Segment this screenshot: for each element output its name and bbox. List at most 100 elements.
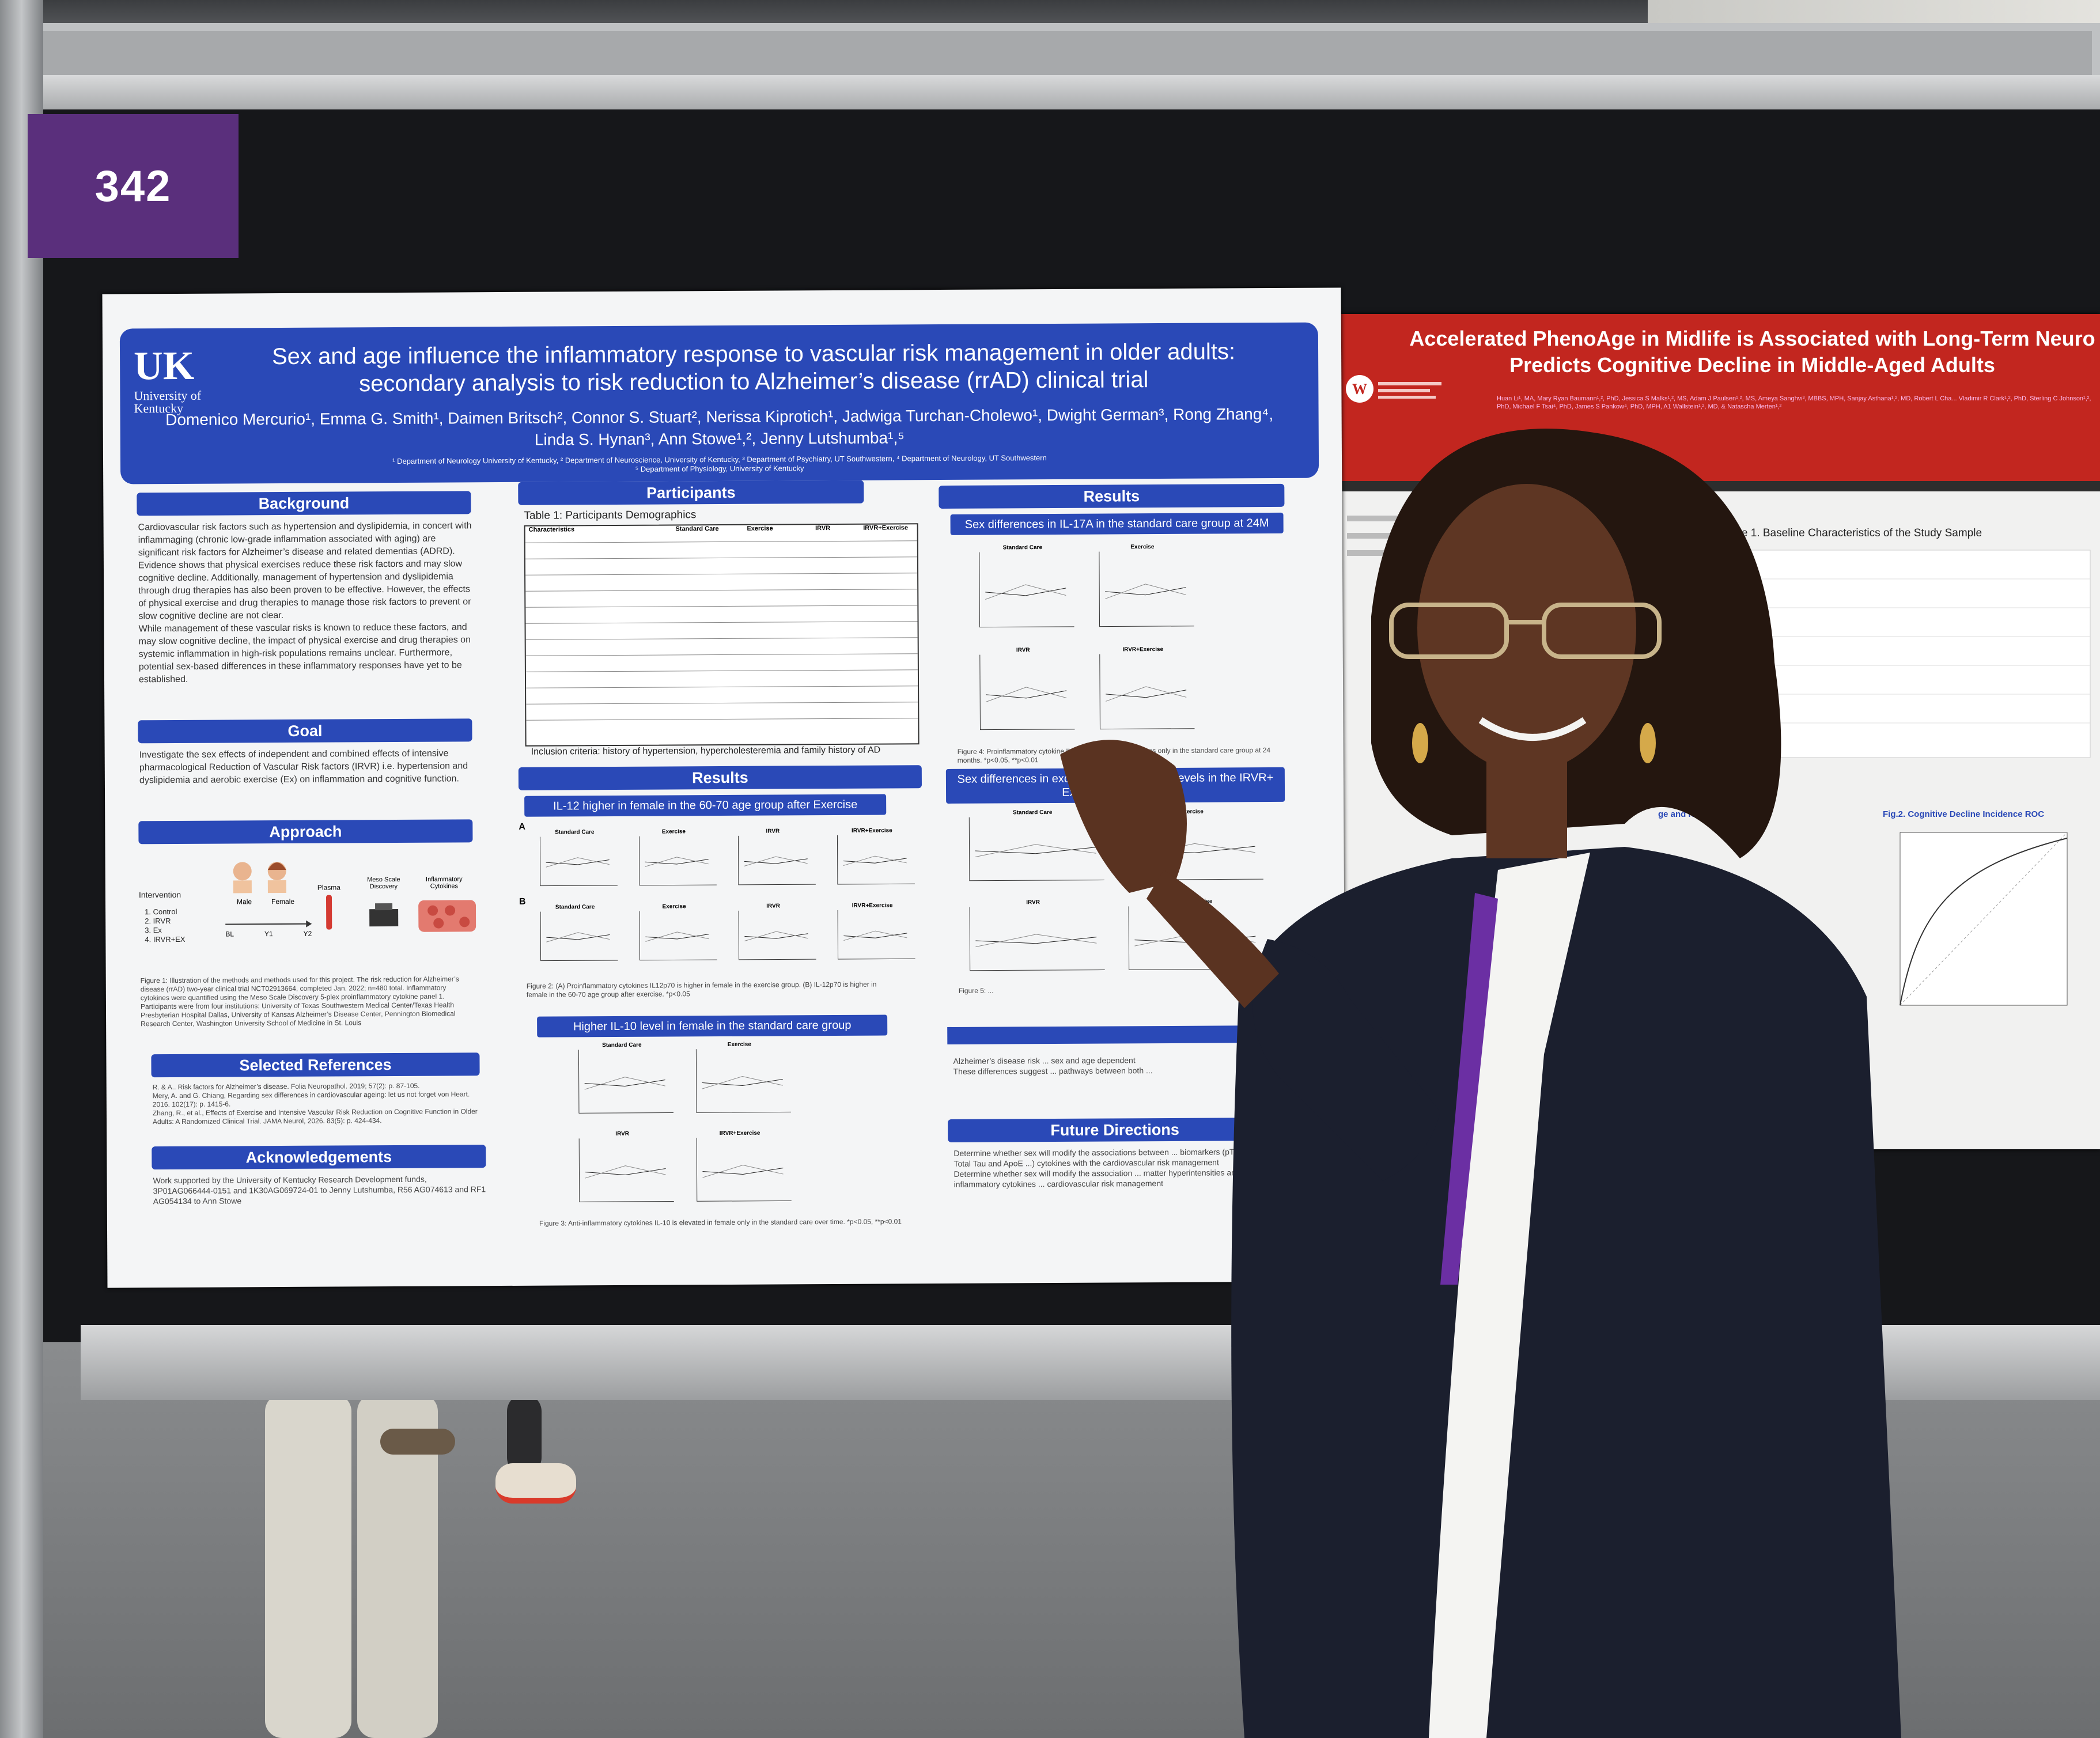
il17a-charts: Standard Care Exercise IRVR IRVR+Exercise — [968, 542, 1211, 739]
figure-panel-series — [585, 1168, 666, 1176]
figure-panel-series — [702, 1165, 784, 1178]
presenter-blouse — [1429, 853, 1590, 1738]
board-top-rail — [23, 75, 2100, 115]
table-row — [525, 589, 918, 592]
figure-panel-axes — [639, 911, 717, 961]
figure-3-caption: Figure 3: Anti-inflammatory cytokines IL… — [539, 1217, 902, 1228]
figure-panel-axes — [737, 835, 816, 885]
figure-panel-axes — [540, 911, 618, 961]
second-poster-title: Accelerated PhenoAge in Midlife is Assoc… — [1405, 325, 2100, 378]
figure-panel-axes — [1099, 654, 1195, 730]
figure-panel-series — [645, 857, 709, 867]
il10-subheading: Higher IL-10 level in female in the stan… — [537, 1014, 888, 1038]
figure-panel-series — [744, 933, 808, 939]
figure-panel-title: IRVR+Exercise — [852, 902, 893, 908]
figure-panel-title: Exercise — [728, 1042, 752, 1048]
figure-panel-title: Standard Care — [1013, 809, 1053, 816]
poster-title: Sex and age influence the inflammatory r… — [247, 338, 1261, 398]
glasses-icon — [1389, 603, 1662, 659]
figure-panel: IRVR — [979, 647, 1075, 730]
wisconsin-crest-logo: W — [1346, 375, 1441, 403]
approach-diagram: Intervention 1. Control 2. IRVR 3. Ex 4.… — [139, 848, 476, 971]
figure-panel-title: Exercise — [662, 828, 686, 835]
university-of-kentucky-logo: UK University of Kentucky — [134, 343, 221, 416]
table-row — [525, 653, 918, 656]
figure-panel-series — [975, 937, 1097, 944]
presenter-face — [1417, 484, 1636, 772]
figure-panel-series — [645, 859, 709, 865]
figure-panel-axes — [968, 817, 1104, 881]
timepoint-label: Y1 — [264, 930, 273, 938]
passerby-legs — [265, 1394, 634, 1738]
figure-panel-series — [843, 858, 907, 864]
figure-panel-series — [584, 1077, 665, 1090]
figure-panel: IRVR+Exercise — [1099, 646, 1195, 730]
table-header-cell: Exercise — [747, 525, 773, 532]
timeline-arrow — [225, 920, 312, 927]
figure-panel-title: IRVR+Exercise — [720, 1130, 760, 1137]
board-left-post — [0, 0, 43, 1738]
figure-panel: IRVR+Exercise — [696, 1130, 792, 1202]
figure-panel-series — [546, 857, 610, 868]
timepoint-label: BL — [225, 930, 234, 938]
presenter-neck — [1486, 743, 1567, 858]
figure-panel-series — [546, 932, 610, 942]
figure-panel-axes — [696, 1138, 792, 1202]
table-header-cell: IRVR — [815, 525, 831, 532]
main-poster: UK University of Kentucky Sex and age in… — [102, 287, 1346, 1288]
il10-charts: Standard Care Exercise IRVR IRVR+Exercise — [567, 1039, 810, 1213]
references-heading: Selected References — [151, 1052, 480, 1078]
goal-text: Investigate the sex effects of independe… — [139, 748, 468, 786]
reference-item: Mery, A. and G. Chiang, Regarding sex di… — [152, 1090, 470, 1109]
references-list: R. & A.. Risk factors for Alzheimer’s di… — [153, 1081, 481, 1126]
female-label: Female — [271, 897, 295, 906]
figure-panel: IRVR — [969, 899, 1105, 971]
acknowledgements-heading: Acknowledgements — [152, 1145, 486, 1170]
intervention-list: 1. Control 2. IRVR 3. Ex 4. IRVR+EX — [145, 907, 186, 944]
figure-panel-series — [975, 934, 1097, 948]
figure-panel-series — [1106, 690, 1187, 698]
intervention-item: 4. IRVR+EX — [145, 934, 186, 944]
figure-panel-axes — [979, 552, 1074, 628]
table-header-cell: Standard Care — [675, 525, 719, 533]
figure-panel-series — [702, 1167, 784, 1175]
lanyard — [1440, 893, 1498, 1285]
figure-panel-series — [744, 856, 808, 866]
figure-panel-title: IRVR+Exercise — [852, 827, 892, 834]
figure-panel: IRVR — [578, 1131, 674, 1202]
figure-panel-title: IRVR+Exercise — [1122, 646, 1163, 653]
figure-panel-series — [744, 931, 808, 941]
cytokines-icon — [418, 900, 476, 932]
figure-panel-series — [702, 1078, 783, 1086]
second-poster-table-title: Table 1. Baseline Characteristics of the… — [1721, 527, 1982, 539]
background-heading: Background — [137, 491, 471, 516]
figure-panel-series — [975, 844, 1096, 858]
table-row — [525, 669, 918, 672]
figure-panel-series — [744, 858, 808, 864]
il12-subheading: IL-12 higher in female in the 60-70 age … — [524, 794, 887, 817]
figure-panel: Exercise — [1099, 544, 1194, 627]
presenter-hand — [1060, 740, 1187, 893]
figure-panel: Standard Care — [578, 1042, 673, 1114]
cytokines-label: Inflammatory Cytokines — [425, 876, 463, 890]
figure-panel-axes — [578, 1138, 674, 1202]
second-poster-roc-chart — [1900, 832, 2068, 1006]
presenter-smile — [1478, 717, 1587, 741]
figure-panel-title: IRVR — [766, 828, 781, 834]
reference-item: Zhang, R., et al., Effects of Exercise a… — [152, 1107, 478, 1126]
results-left-heading: Results — [518, 765, 922, 790]
figure-panel-series — [585, 1165, 666, 1179]
figure-panel-axes — [539, 836, 618, 887]
approach-heading: Approach — [138, 819, 473, 845]
figure-panel: Standard Care — [539, 829, 618, 887]
second-poster-title-line1: Accelerated PhenoAge in Midlife is Assoc… — [1409, 327, 2095, 350]
table-header-cell: Characteristics — [528, 526, 575, 533]
figure-panel-series — [986, 690, 1067, 699]
table-row — [526, 686, 918, 688]
poster-number-sign: 342 — [28, 114, 239, 258]
plasma-label: Plasma — [317, 883, 340, 892]
figure-panel-series — [645, 932, 709, 942]
figure-panel-series — [702, 1076, 783, 1089]
analyzer-icon — [369, 903, 399, 927]
panel-label-b: B — [519, 896, 526, 907]
